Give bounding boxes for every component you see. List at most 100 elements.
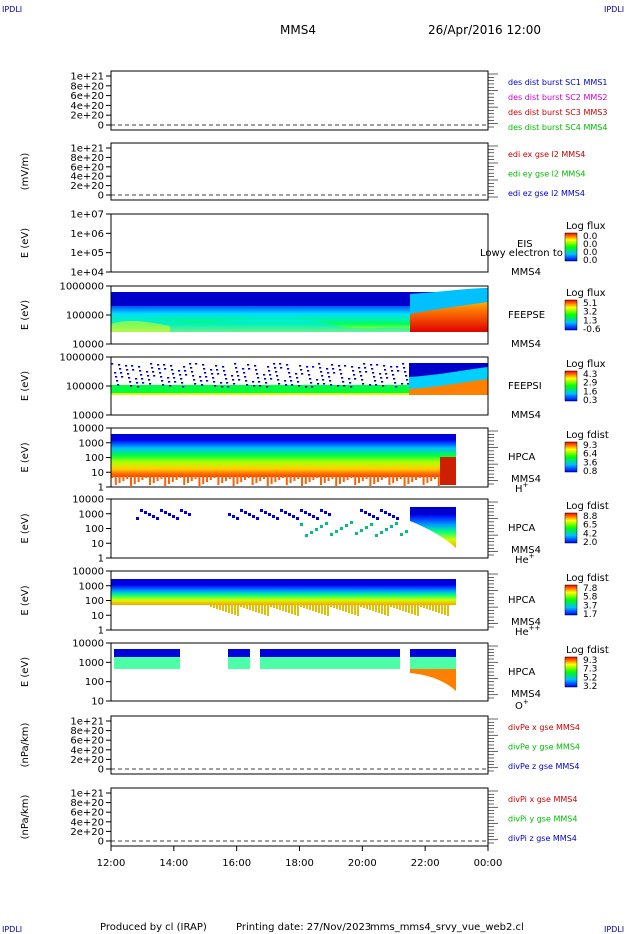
y-tick-label: 100 [85, 596, 104, 607]
hpca-hepp-fringe [387, 605, 389, 616]
hpca-o-mid [260, 657, 400, 669]
hpca-he-pixel [180, 509, 183, 512]
feepsi-speckle [382, 385, 385, 387]
legend-entry: divPe x gse MMS4 [508, 723, 580, 732]
feepse-low-early [111, 320, 170, 332]
hpca-hepp-fringe [402, 605, 404, 611]
y-tick-label: 1000 [79, 509, 104, 520]
hpca-he-pixel [395, 522, 398, 525]
hpca-h-spectrum [111, 440, 456, 477]
feepsi-speckle [295, 373, 298, 375]
feepsi-speckle [359, 371, 362, 373]
x-tick-label: 20:00 [348, 858, 377, 869]
feepsi-speckle [342, 381, 345, 383]
hpca-h-fringe [251, 475, 254, 485]
spacecraft-label: MMS4 [511, 410, 541, 421]
feepsi-speckle [203, 368, 206, 370]
spacecraft-label: MMS4 [511, 339, 541, 350]
hpca-h-fringe [232, 475, 235, 486]
feepsi-speckle [301, 373, 304, 375]
y-tick-label: 2e+20 [70, 827, 104, 838]
feepsi-speckle [142, 382, 145, 384]
hpca-he-pixel [316, 517, 319, 520]
colorbar-tick: 6.5 [583, 521, 597, 531]
hpca-he-pixel [184, 511, 187, 514]
y-tick-label: 8e+20 [70, 81, 104, 92]
y-tick-label: 6e+20 [70, 162, 104, 173]
hpca-o-top [410, 649, 456, 657]
panel-feepsi: 1000000 100000 10000 E (eV) FEEPSI MMS4 Log fl… [20, 353, 606, 422]
legend-entry: divPe z gse MMS4 [508, 762, 579, 771]
legend-entry: des dist burst SC3 MMS3 [508, 108, 607, 117]
feepsi-speckle [242, 368, 245, 370]
colorbar-tick: 1.6 [583, 387, 598, 397]
feepsi-speckle [243, 372, 246, 374]
hpca-hepp-fringe [444, 605, 446, 615]
instrument-label: HPCA [508, 667, 536, 678]
colorbar-tick: 8.8 [583, 512, 598, 522]
feepsi-speckle [181, 382, 184, 384]
feepsi-speckle [225, 378, 228, 380]
hpca-hepp-fringe [384, 605, 386, 615]
feepsi-speckle [343, 385, 346, 387]
feepsi-speckle [193, 379, 196, 381]
y-tick-label: 0 [98, 191, 104, 202]
hpca-he-pixel [300, 509, 303, 512]
feepsi-speckle [120, 372, 123, 374]
hpca-h-fringe [335, 475, 338, 486]
hpca-hepp-fringe [438, 605, 440, 613]
feepsi-speckle [266, 386, 269, 388]
y-tick-label: 10 [91, 611, 104, 622]
feepsi-speckle [298, 385, 301, 387]
colorbar [564, 584, 578, 616]
colorbar-tick: 0.8 [583, 467, 598, 477]
feepsi-speckle [226, 382, 229, 384]
feepsi-speckle [316, 379, 319, 381]
hpca-hepp-fringe [255, 605, 257, 612]
hpca-he-pixel [244, 511, 247, 514]
hpca-he-pixel [236, 517, 239, 520]
feepsi-speckle [287, 368, 290, 370]
species-label: O+ [515, 698, 529, 712]
feepsi-speckle [179, 374, 182, 376]
feepsi-speckle [201, 384, 204, 386]
feepsi-speckle [116, 380, 119, 382]
y-tick-label: 2e+20 [70, 111, 104, 122]
hpca-he-pixel [304, 511, 307, 514]
hpca-he-pixel [384, 511, 387, 514]
panel-eis: 1e+07 1e+06 1e+05 1e+04 E (eV) EIS MMS4 Lowy el… [20, 210, 606, 279]
hpca-h-fringe [304, 475, 307, 484]
feepsi-speckle [182, 386, 185, 388]
feepsi-speckle [352, 370, 355, 372]
feepsi-speckle [344, 365, 347, 367]
panel-frame [110, 787, 489, 847]
feepsi-speckle [237, 375, 240, 377]
y-axis-label: (nPa/km) [20, 723, 31, 768]
hpca-hepp-fringe [408, 605, 410, 613]
hpca-hepp-fringe [375, 605, 377, 612]
hpca-hepp-fringe [258, 605, 260, 613]
hpca-he-pixel [280, 509, 283, 512]
feepsi-speckle [332, 368, 335, 370]
colorbar-tick: 2.9 [583, 379, 598, 389]
hpca-he-pixel [320, 509, 323, 512]
feepsi-speckle [223, 370, 226, 372]
feepsi-speckle [236, 371, 239, 373]
y-tick-label: 1e+07 [70, 210, 104, 221]
feepsi-speckle [141, 378, 144, 380]
feepsi-speckle [351, 366, 354, 368]
feepsi-speckle [184, 370, 187, 372]
species-label: He++ [515, 624, 541, 638]
feepsi-speckle [306, 366, 309, 368]
colorbar-tick: 9.3 [583, 441, 597, 451]
y-tick-label: 6e+20 [70, 808, 104, 819]
feepsi-speckle [180, 378, 183, 380]
hpca-hepp-fringe [273, 605, 275, 608]
feepsi-speckle [394, 382, 397, 384]
hpca-he-pixel [340, 527, 343, 530]
hpca-h-fringe [316, 475, 319, 478]
panel-frame [110, 715, 489, 775]
y-tick-label: 1 [98, 554, 104, 565]
